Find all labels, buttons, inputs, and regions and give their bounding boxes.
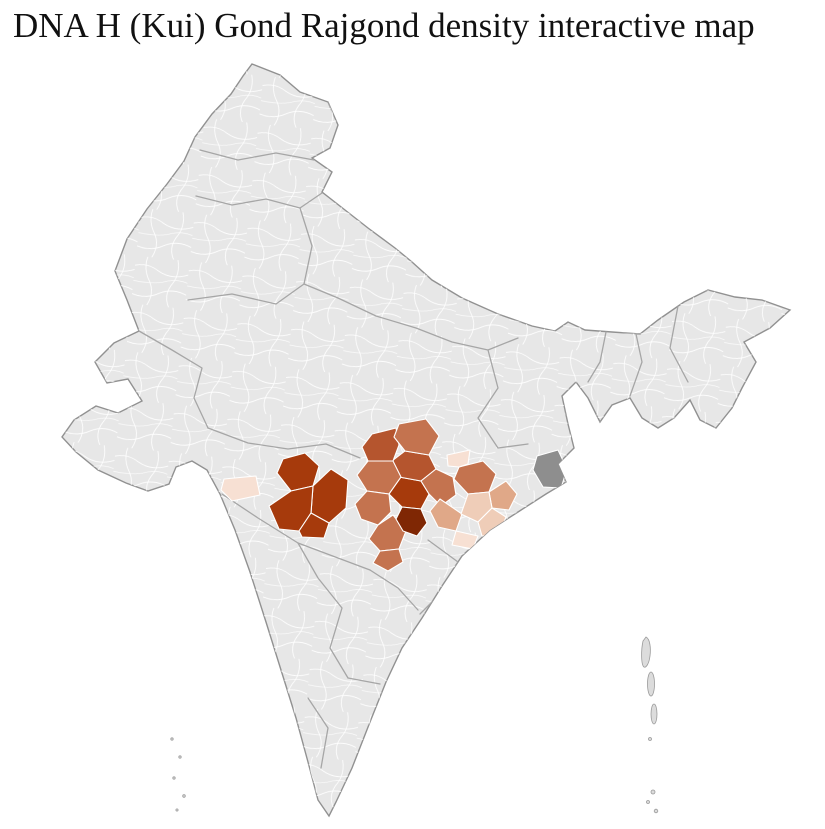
districts-density-mid-high [361,427,437,482]
lakshadweep-island [170,737,174,741]
state-border-line [369,569,419,611]
district-shape[interactable] [429,498,463,532]
district-shape[interactable] [220,475,261,502]
state-border-line [587,331,607,383]
nicobar-island [650,789,656,795]
district-shape[interactable] [446,449,471,468]
districts-density-very-low [220,449,479,550]
state-border-line [297,542,349,679]
andaman-island [641,636,651,668]
state-border-line [347,677,381,685]
state-border-line [307,697,329,769]
islands [170,636,659,814]
state-border-line [629,333,643,397]
state-border-line [337,297,519,351]
lakshadweep-island [175,808,179,812]
nicobar-island [646,800,650,804]
state-border-line [299,207,313,285]
districts-density-mid-low [429,480,518,532]
andaman-island [650,703,658,725]
district-shape[interactable] [393,418,440,456]
state-border-line [195,192,323,209]
lakshadweep-island [182,794,186,798]
district-shape[interactable] [395,506,428,537]
lakshadweep-island [178,755,182,759]
district-shape[interactable] [420,468,457,507]
page-title: DNA H (Kui) Gond Rajgond density interac… [13,6,755,45]
districts-density-highest [395,506,428,537]
state-border-line [669,305,689,383]
district-shape[interactable] [372,548,404,572]
state-border-line [199,149,315,161]
lakshadweep-island [172,776,176,780]
andaman-island [648,737,652,741]
state-border-line [207,427,361,459]
andaman-island [647,671,655,697]
state-border-line [187,283,339,305]
nicobar-island [653,808,659,814]
districts-density-mid [354,418,497,572]
state-border-line [477,349,529,449]
state-border-line [138,330,209,429]
district-shape[interactable] [298,512,330,539]
state-borders [138,149,689,769]
districts-density-high [268,452,430,539]
